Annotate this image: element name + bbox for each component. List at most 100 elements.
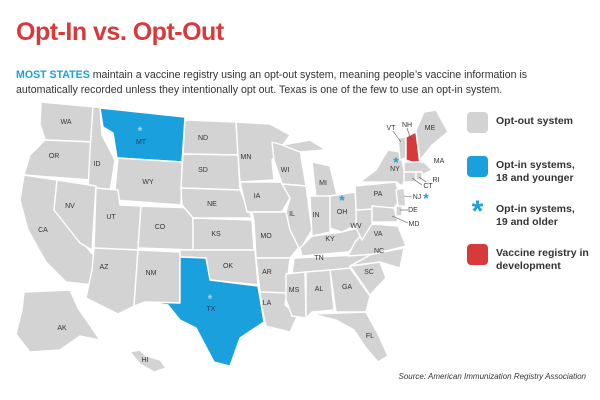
label-al: AL bbox=[315, 286, 324, 293]
state-nj[interactable] bbox=[395, 187, 407, 207]
state-md[interactable] bbox=[371, 205, 399, 223]
state-al[interactable] bbox=[305, 269, 335, 319]
label-ne: NE bbox=[207, 201, 217, 208]
legend-label-opt-out: Opt-out system bbox=[496, 115, 574, 127]
state-co[interactable] bbox=[137, 205, 194, 251]
page-title: Opt-In vs. Opt-Out bbox=[16, 18, 224, 46]
label-wv: WV bbox=[350, 223, 362, 230]
state-mn[interactable] bbox=[235, 121, 291, 183]
label-az: AZ bbox=[100, 264, 110, 271]
label-il: IL bbox=[289, 211, 295, 218]
legend-label-registry-dev: Vaccine registry in development bbox=[496, 247, 589, 272]
leader-ri bbox=[418, 176, 427, 183]
state-ga[interactable] bbox=[329, 267, 371, 313]
leader-nj bbox=[403, 195, 413, 198]
legend-label-opt-in-19: Opt-in systems, 19 and older bbox=[496, 203, 575, 228]
state-in[interactable] bbox=[309, 195, 331, 237]
label-ma: MA bbox=[434, 158, 445, 165]
label-sd: SD bbox=[198, 167, 208, 174]
state-or[interactable] bbox=[23, 139, 94, 181]
label-md: MD bbox=[409, 221, 420, 228]
intro-lead: MOST STATES bbox=[16, 68, 90, 81]
legend-item-opt-out: Opt-out system bbox=[467, 112, 597, 156]
state-nv[interactable] bbox=[53, 179, 97, 251]
label-ct: CT bbox=[423, 183, 433, 190]
state-il[interactable] bbox=[281, 183, 313, 251]
label-ar: AR bbox=[262, 269, 272, 276]
intro-text: maintain a vaccine registry using an opt… bbox=[16, 68, 528, 96]
asterisk-icon-ny: * bbox=[393, 154, 399, 170]
asterisk-icon-oh: * bbox=[339, 192, 345, 208]
label-ca: CA bbox=[38, 227, 48, 234]
state-ne[interactable] bbox=[180, 187, 253, 219]
state-wy[interactable] bbox=[113, 157, 183, 206]
state-hi[interactable] bbox=[129, 349, 167, 373]
label-ky: KY bbox=[325, 236, 335, 243]
legend-item-opt-in-18: Opt-in systems, 18 and younger bbox=[467, 156, 597, 200]
state-me[interactable] bbox=[415, 109, 449, 161]
label-ut: UT bbox=[106, 214, 116, 221]
state-ak[interactable] bbox=[15, 289, 101, 353]
label-me: ME bbox=[425, 125, 436, 132]
state-fl[interactable] bbox=[311, 311, 389, 363]
state-nd[interactable] bbox=[182, 119, 239, 156]
state-sd[interactable] bbox=[180, 153, 241, 191]
label-fl: FL bbox=[366, 333, 374, 340]
asterisk-icon-tx: * bbox=[208, 292, 213, 306]
label-de: DE bbox=[408, 207, 418, 214]
legend-item-registry-dev: Vaccine registry in development bbox=[467, 244, 597, 288]
label-ok: OK bbox=[223, 263, 233, 270]
state-tx[interactable] bbox=[144, 256, 265, 367]
label-or: OR bbox=[49, 153, 60, 160]
label-nh: NH bbox=[402, 122, 412, 129]
state-ct[interactable] bbox=[403, 171, 417, 183]
label-wi: WI bbox=[281, 167, 290, 174]
state-de[interactable] bbox=[395, 205, 403, 217]
label-ny: NY bbox=[390, 166, 400, 173]
label-wa: WA bbox=[60, 119, 71, 126]
legend-item-opt-in-19: * Opt-in systems, 19 and older bbox=[467, 195, 597, 244]
leader-md bbox=[391, 215, 409, 224]
state-nc[interactable] bbox=[349, 247, 405, 269]
state-ks[interactable] bbox=[192, 217, 255, 251]
source-credit: Source: American Immunization Registry A… bbox=[398, 372, 586, 381]
legend-swatch-opt-out bbox=[467, 112, 488, 133]
asterisk-icon-nj: * bbox=[423, 190, 429, 206]
label-id: ID bbox=[94, 161, 101, 168]
state-vt[interactable] bbox=[397, 136, 407, 161]
label-in: IN bbox=[313, 212, 320, 219]
legend-asterisk-icon: * bbox=[471, 195, 484, 228]
label-ms: MS bbox=[289, 287, 300, 294]
state-oh[interactable] bbox=[329, 191, 359, 233]
label-sc: SC bbox=[364, 269, 374, 276]
legend-label-opt-in-18: Opt-in systems, 18 and younger bbox=[496, 159, 575, 184]
label-mt: MT bbox=[136, 139, 147, 146]
state-ny[interactable] bbox=[359, 149, 407, 187]
label-ia: IA bbox=[254, 193, 261, 200]
state-ms[interactable] bbox=[285, 271, 307, 319]
label-nv: NV bbox=[65, 203, 75, 210]
label-co: CO bbox=[155, 224, 166, 231]
label-nc: NC bbox=[374, 248, 384, 255]
label-oh: OH bbox=[337, 209, 348, 216]
label-va: VA bbox=[374, 231, 383, 238]
label-nj: NJ bbox=[413, 194, 422, 201]
label-mn: MN bbox=[241, 154, 252, 161]
state-nm[interactable] bbox=[133, 249, 181, 307]
leader-vt bbox=[392, 130, 402, 143]
label-ga: GA bbox=[342, 284, 352, 291]
label-ri: RI bbox=[433, 177, 440, 184]
map-legend: Opt-out system Opt-in systems, 18 and you… bbox=[467, 112, 597, 288]
label-nd: ND bbox=[198, 135, 208, 142]
state-az[interactable] bbox=[85, 247, 139, 315]
label-nm: NM bbox=[146, 270, 157, 277]
label-ak: AK bbox=[57, 325, 67, 332]
leader-nh bbox=[406, 127, 412, 141]
state-mt[interactable] bbox=[99, 107, 186, 163]
state-ar[interactable] bbox=[255, 257, 291, 294]
leader-ct bbox=[411, 177, 423, 186]
state-ma[interactable] bbox=[403, 161, 433, 175]
state-ia[interactable] bbox=[239, 181, 291, 213]
intro-paragraph: MOST STATES maintain a vaccine registry … bbox=[16, 68, 576, 98]
label-pa: PA bbox=[374, 191, 383, 198]
